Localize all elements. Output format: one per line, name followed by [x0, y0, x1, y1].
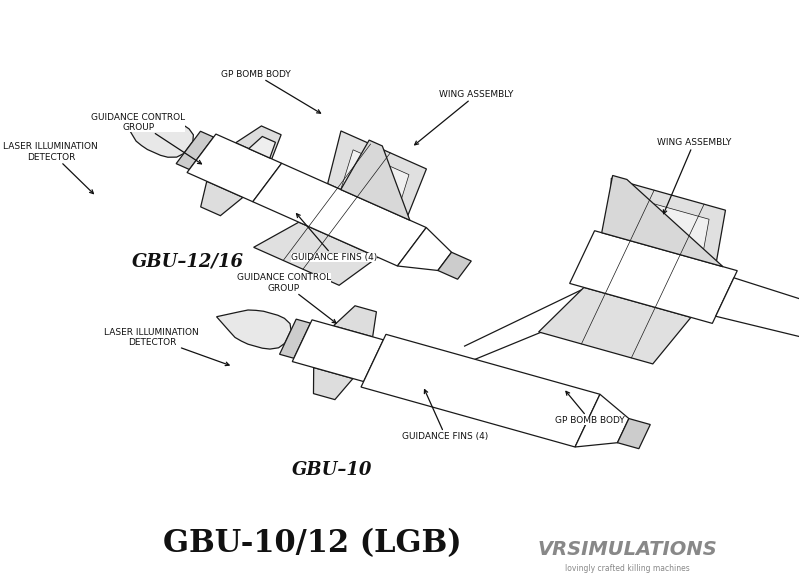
Polygon shape [334, 306, 377, 337]
Text: GUIDANCE FINS (4): GUIDANCE FINS (4) [402, 390, 489, 441]
Polygon shape [602, 176, 723, 266]
Polygon shape [341, 140, 410, 220]
Text: GUIDANCE CONTROL
GROUP: GUIDANCE CONTROL GROUP [237, 274, 336, 323]
Text: GUIDANCE FINS (4): GUIDANCE FINS (4) [291, 214, 377, 262]
Polygon shape [314, 367, 353, 400]
Polygon shape [187, 134, 282, 202]
Text: lovingly crafted killing machines: lovingly crafted killing machines [566, 564, 690, 572]
Polygon shape [609, 178, 726, 265]
Polygon shape [361, 335, 600, 447]
Text: VRSIMULATIONS: VRSIMULATIONS [538, 540, 718, 559]
Polygon shape [341, 150, 409, 214]
Text: LASER ILLUMINATION
DETECTOR: LASER ILLUMINATION DETECTOR [105, 328, 229, 366]
Polygon shape [201, 181, 243, 215]
Text: GBU-10/12 (LGB): GBU-10/12 (LGB) [163, 528, 462, 559]
Polygon shape [575, 394, 629, 447]
Polygon shape [398, 228, 451, 271]
Text: GUIDANCE CONTROL
GROUP: GUIDANCE CONTROL GROUP [91, 113, 202, 164]
Polygon shape [253, 163, 426, 266]
Text: GBU–10: GBU–10 [291, 461, 372, 479]
Polygon shape [618, 419, 650, 448]
Polygon shape [236, 126, 281, 159]
Text: WING ASSEMBLY: WING ASSEMBLY [657, 139, 731, 214]
Polygon shape [570, 231, 738, 323]
Polygon shape [122, 116, 194, 157]
Polygon shape [538, 288, 691, 364]
Text: GBU–12/16: GBU–12/16 [131, 252, 243, 271]
Polygon shape [279, 319, 310, 358]
Polygon shape [176, 131, 214, 170]
Polygon shape [254, 222, 378, 285]
Polygon shape [716, 278, 800, 345]
Text: GP BOMB BODY: GP BOMB BODY [221, 70, 321, 113]
Polygon shape [438, 252, 471, 279]
Text: LASER ILLUMINATION
DETECTOR: LASER ILLUMINATION DETECTOR [3, 143, 98, 194]
Polygon shape [292, 320, 383, 382]
Text: WING ASSEMBLY: WING ASSEMBLY [414, 90, 513, 145]
Polygon shape [328, 131, 426, 219]
Polygon shape [217, 310, 291, 349]
Polygon shape [249, 136, 275, 158]
Text: GP BOMB BODY: GP BOMB BODY [555, 392, 625, 425]
Polygon shape [623, 196, 709, 261]
